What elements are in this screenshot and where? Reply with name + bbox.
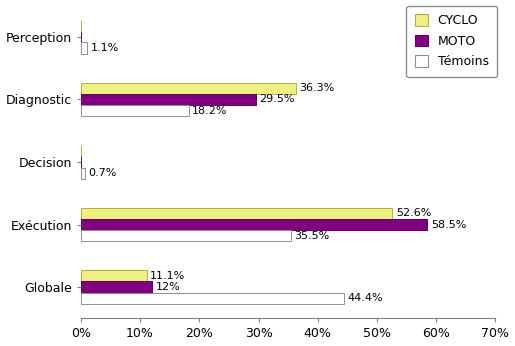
Bar [81, 82, 296, 94]
Bar [81, 208, 392, 219]
Bar [81, 43, 88, 54]
Text: 11.1%: 11.1% [150, 271, 185, 281]
Text: 1.1%: 1.1% [91, 43, 119, 53]
Bar [81, 219, 427, 230]
Bar [81, 293, 344, 304]
Text: 35.5%: 35.5% [295, 231, 330, 241]
Text: 36.3%: 36.3% [299, 83, 335, 93]
Bar [81, 94, 255, 105]
Text: 29.5%: 29.5% [259, 94, 295, 104]
Text: 0.7%: 0.7% [89, 168, 117, 178]
Text: 52.6%: 52.6% [396, 208, 432, 218]
Bar [81, 282, 152, 293]
Bar [81, 270, 147, 282]
Bar [81, 230, 291, 242]
Text: 58.5%: 58.5% [431, 220, 466, 229]
Legend: CYCLO, MOTO, Témoins: CYCLO, MOTO, Témoins [406, 6, 497, 77]
Text: 44.4%: 44.4% [348, 293, 383, 303]
Text: 12%: 12% [156, 282, 180, 292]
Bar [81, 167, 85, 179]
Text: 18.2%: 18.2% [192, 106, 228, 116]
Bar [81, 105, 188, 116]
